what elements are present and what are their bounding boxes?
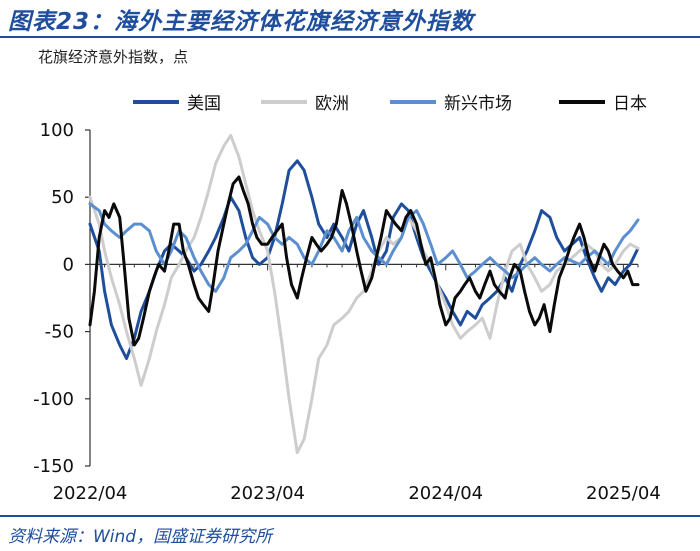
x-axis: 2022/04 2023/04 2024/04 2025/04: [53, 263, 661, 504]
figure-title: 图表23：海外主要经济体花旗经济意外指数: [8, 9, 475, 35]
plot-area: [88, 133, 640, 455]
legend-label: 新兴市场: [444, 94, 512, 114]
source-note: 资料来源：Wind，国盛证券研究所: [8, 527, 273, 547]
y-tick-label: -100: [33, 389, 74, 410]
x-tick-label: 2023/04: [230, 483, 305, 504]
unit-label: 花旗经济意外指数，点: [38, 48, 189, 66]
legend-item: 美国: [133, 94, 221, 114]
legend-label: 日本: [613, 94, 647, 114]
series-line-1: [88, 133, 640, 455]
title-rule: [0, 36, 700, 38]
series-line-3: [88, 175, 640, 347]
line-chart: 美国 欧洲 新兴市场 日本 100 50 0 -50 -100 -150 2022/04 2023…: [33, 94, 661, 504]
series-line-0: [88, 159, 640, 360]
y-tick-label: 50: [51, 187, 74, 208]
y-tick-label: 100: [40, 120, 74, 141]
x-tick-label: 2024/04: [408, 483, 483, 504]
y-axis: 100 50 0 -50 -100 -150: [33, 120, 91, 477]
y-tick-label: -50: [45, 322, 74, 343]
bottom-rule: [0, 515, 700, 517]
legend-item: 新兴市场: [390, 94, 512, 114]
y-tick-label: -150: [33, 456, 74, 477]
legend-label: 欧洲: [315, 94, 349, 114]
x-tick-label: 2025/04: [586, 483, 661, 504]
legend: 美国 欧洲 新兴市场 日本: [133, 94, 647, 114]
legend-item: 日本: [559, 94, 647, 114]
legend-label: 美国: [187, 94, 221, 114]
x-tick-label: 2022/04: [53, 483, 128, 504]
y-tick-label: 0: [63, 254, 74, 275]
legend-item: 欧洲: [261, 94, 349, 114]
